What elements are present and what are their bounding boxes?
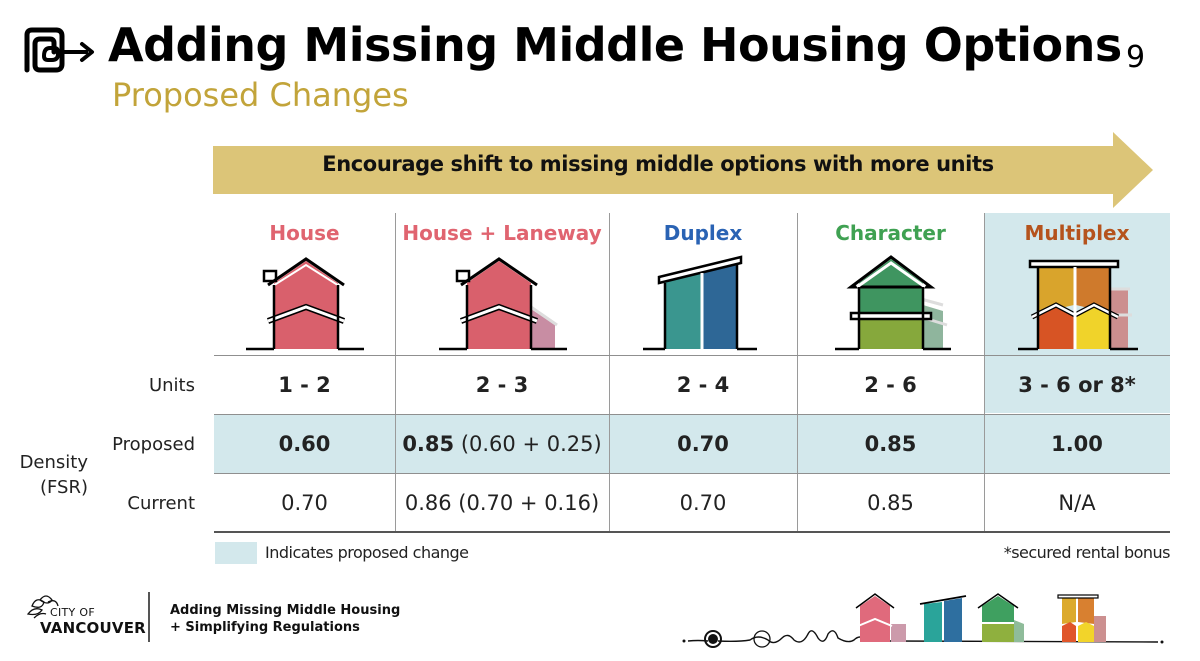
row-divider [214,414,1170,415]
proposed-row-highlight [214,414,1170,473]
row-label-proposed: Proposed [112,434,195,455]
duplex-icon [643,255,757,351]
footer-line-1: Adding Missing Middle Housing [170,603,401,618]
footer-divider [148,592,150,642]
fsr-label: (FSR) [39,477,88,498]
density-label: Density [19,452,88,473]
house-icon [246,257,364,351]
page-subtitle: Proposed Changes [112,76,409,114]
row-label-current: Current [127,493,195,514]
proposed-multiplex: 1.00 [984,432,1170,456]
legend-swatch [215,542,257,564]
banner-label: Encourage shift to missing middle option… [322,152,994,176]
proposed-breakdown: (0.60 + 0.25) [454,432,602,456]
proposed-value: 0.70 [677,432,729,456]
multiplex-icon [1018,259,1138,351]
proposed-duplex: 0.70 [609,432,797,456]
column-divider [984,213,985,532]
shift-arrow-banner [213,132,1153,208]
column-header-multiplex: Multiplex [1024,221,1130,245]
column-header-character: Character [835,221,946,245]
column-divider [797,213,798,532]
table-bottom-rule [214,531,1170,533]
proposed-value: 0.85 [402,432,455,456]
proposed-value: 0.85 [864,432,917,456]
row-label-units: Units [148,375,195,396]
house-laneway-icon [439,257,567,351]
logo-line-city: CITY OF [50,606,95,619]
legend-text: Indicates proposed change [265,543,469,562]
units-house: 1 - 2 [278,373,331,397]
current-character: 0.85 [867,491,914,515]
column-header-house-laneway: House + Laneway [402,221,602,245]
column-header-house: House [269,221,340,245]
logo-line-vancouver: VANCOUVER [40,619,146,637]
proposed-house-laneway: 0.85 (0.60 + 0.25) [395,432,609,456]
proposed-value: 1.00 [1051,432,1103,456]
row-divider [214,355,1170,356]
units-character: 2 - 6 [864,373,917,397]
column-divider [609,213,610,532]
housing-options-table: House House + Laneway Duplex Character M… [214,213,1170,533]
proposed-character: 0.85 [797,432,984,456]
units-multiplex: 3 - 6 or 8* [1018,373,1136,397]
current-duplex: 0.70 [679,491,727,515]
proposed-house: 0.60 [214,432,395,456]
footer-line-2: + Simplifying Regulations [170,620,360,635]
missing-middle-logo-icon [24,27,94,73]
footnote: *secured rental bonus [1003,543,1171,562]
row-divider [214,473,1170,474]
page-title: Adding Missing Middle Housing Options [108,18,1122,72]
units-house-laneway: 2 - 3 [475,373,529,397]
current-house: 0.70 [281,491,328,515]
column-divider [395,213,396,532]
streetscape-illustration-icon [682,593,1164,648]
footer-project-title: Adding Missing Middle Housing + Simplify… [170,602,400,636]
page-number: 9 [1126,40,1146,75]
current-multiplex: N/A [1058,491,1096,515]
row-group-label-density: Density (FSR) [16,450,88,500]
proposed-value: 0.60 [278,432,331,456]
city-of-vancouver-logo-icon [26,595,59,619]
column-header-duplex: Duplex [663,221,743,245]
character-house-icon [835,255,951,351]
units-duplex: 2 - 4 [676,373,730,397]
current-house-laneway: 0.86 (0.70 + 0.16) [404,491,600,515]
